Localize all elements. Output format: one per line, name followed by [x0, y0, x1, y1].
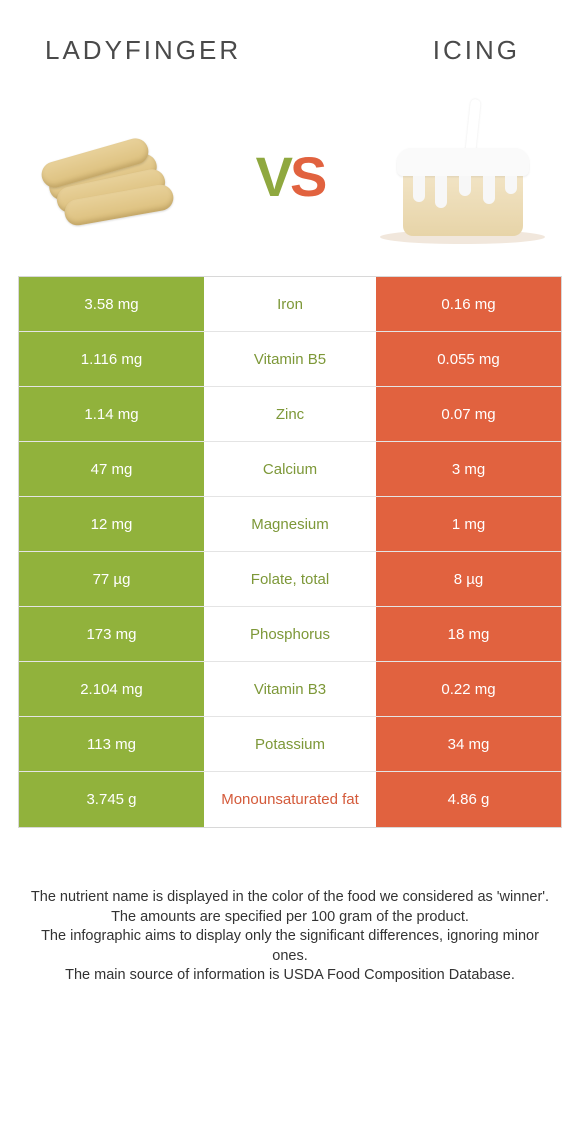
nutrient-label: Zinc [204, 387, 376, 441]
right-value: 1 mg [376, 497, 561, 551]
table-row: 173 mgPhosphorus18 mg [19, 607, 561, 662]
nutrient-label: Phosphorus [204, 607, 376, 661]
right-value: 18 mg [376, 607, 561, 661]
right-value: 3 mg [376, 442, 561, 496]
images-row: VS [0, 86, 580, 276]
nutrient-label: Vitamin B5 [204, 332, 376, 386]
table-row: 113 mgPotassium34 mg [19, 717, 561, 772]
right-value: 0.22 mg [376, 662, 561, 716]
right-value: 0.16 mg [376, 277, 561, 331]
nutrient-label: Iron [204, 277, 376, 331]
right-value: 0.07 mg [376, 387, 561, 441]
vs-s: S [290, 145, 324, 208]
footer-line: The infographic aims to display only the… [28, 927, 552, 966]
table-row: 3.58 mgIron0.16 mg [19, 277, 561, 332]
vs-v: V [256, 145, 290, 208]
nutrient-label: Potassium [204, 717, 376, 771]
left-value: 3.745 g [19, 772, 204, 827]
left-value: 12 mg [19, 497, 204, 551]
vs-label: VS [256, 144, 325, 209]
left-value: 1.14 mg [19, 387, 204, 441]
footer-notes: The nutrient name is displayed in the co… [0, 828, 580, 1006]
right-value: 0.055 mg [376, 332, 561, 386]
icing-image [375, 99, 550, 254]
nutrient-label: Magnesium [204, 497, 376, 551]
left-value: 47 mg [19, 442, 204, 496]
right-value: 34 mg [376, 717, 561, 771]
ladyfinger-image [30, 99, 205, 254]
left-value: 113 mg [19, 717, 204, 771]
left-value: 3.58 mg [19, 277, 204, 331]
right-food-title: Icing [433, 35, 520, 66]
left-food-title: Ladyfinger [45, 35, 241, 66]
footer-line: The main source of information is USDA F… [28, 966, 552, 986]
table-row: 2.104 mgVitamin B30.22 mg [19, 662, 561, 717]
left-value: 1.116 mg [19, 332, 204, 386]
table-row: 1.14 mgZinc0.07 mg [19, 387, 561, 442]
nutrient-label: Monounsaturated fat [204, 772, 376, 827]
nutrient-label: Calcium [204, 442, 376, 496]
left-value: 77 µg [19, 552, 204, 606]
table-row: 47 mgCalcium3 mg [19, 442, 561, 497]
nutrient-label: Folate, total [204, 552, 376, 606]
header: Ladyfinger Icing [0, 0, 580, 86]
left-value: 173 mg [19, 607, 204, 661]
nutrient-label: Vitamin B3 [204, 662, 376, 716]
right-value: 4.86 g [376, 772, 561, 827]
comparison-table: 3.58 mgIron0.16 mg1.116 mgVitamin B50.05… [18, 276, 562, 828]
table-row: 12 mgMagnesium1 mg [19, 497, 561, 552]
table-row: 1.116 mgVitamin B50.055 mg [19, 332, 561, 387]
table-row: 3.745 gMonounsaturated fat4.86 g [19, 772, 561, 827]
left-value: 2.104 mg [19, 662, 204, 716]
right-value: 8 µg [376, 552, 561, 606]
footer-line: The amounts are specified per 100 gram o… [28, 908, 552, 928]
footer-line: The nutrient name is displayed in the co… [28, 888, 552, 908]
table-row: 77 µgFolate, total8 µg [19, 552, 561, 607]
